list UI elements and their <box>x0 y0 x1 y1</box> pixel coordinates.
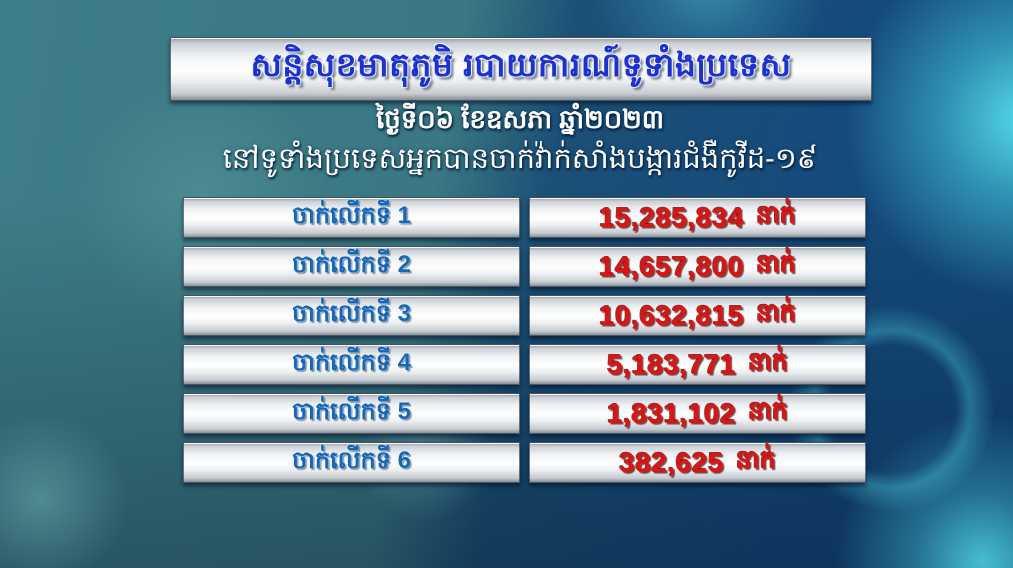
vaccination-table: ចាក់លើកទី 1 15,285,834 នាក់ ចាក់លើកទី 2 … <box>183 197 866 491</box>
table-row: ចាក់លើកទី 4 5,183,771 នាក់ <box>183 344 866 385</box>
dose-value-cell: 5,183,771 នាក់ <box>529 344 866 385</box>
dose-value-cell: 10,632,815 នាក់ <box>529 295 866 336</box>
dose-unit: នាក់ <box>756 249 796 278</box>
dose-value: 5,183,771 <box>607 348 737 380</box>
dose-unit: នាក់ <box>748 396 788 425</box>
dose-value-cell: 382,625 នាក់ <box>529 442 866 483</box>
dose-value-cell: 1,831,102 នាក់ <box>529 393 866 434</box>
dose-label-cell: ចាក់លើកទី 3 <box>183 295 520 336</box>
dose-label-cell: ចាក់លើកទី 1 <box>183 197 520 238</box>
dose-unit: នាក់ <box>756 200 796 229</box>
dose-unit: នាក់ <box>748 347 788 376</box>
table-row: ចាក់លើកទី 3 10,632,815 នាក់ <box>183 295 866 336</box>
dose-unit: នាក់ <box>756 298 796 327</box>
dose-value-cell: 15,285,834 នាក់ <box>529 197 866 238</box>
date-line: ថ្ងៃទី០៦ ខែឧសភា ឆ្នាំ២០២៣ <box>375 104 665 134</box>
dose-value: 14,657,800 <box>599 250 745 282</box>
dose-value: 10,632,815 <box>599 299 745 331</box>
dose-label-cell: ចាក់លើកទី 6 <box>183 442 520 483</box>
table-row: ចាក់លើកទី 5 1,831,102 នាក់ <box>183 393 866 434</box>
dose-label: ចាក់លើកទី 2 <box>291 251 412 278</box>
page-title: សន្តិសុខមាតុភូមិ របាយការណ៍ទូទាំងប្រទេស <box>250 46 792 83</box>
table-row: ចាក់លើកទី 1 15,285,834 នាក់ <box>183 197 866 238</box>
table-row: ចាក់លើកទី 6 382,625 នាក់ <box>183 442 866 483</box>
dose-value: 1,831,102 <box>607 397 737 429</box>
dose-label: ចាក់លើកទី 1 <box>291 202 412 229</box>
dose-unit: នាក់ <box>736 445 776 474</box>
dose-label-cell: ចាក់លើកទី 2 <box>183 246 520 287</box>
dose-label-cell: ចាក់លើកទី 4 <box>183 344 520 385</box>
dose-value-cell: 14,657,800 នាក់ <box>529 246 866 287</box>
dose-label-cell: ចាក់លើកទី 5 <box>183 393 520 434</box>
dose-value: 382,625 <box>619 446 725 478</box>
subtitle: នៅទូទាំងប្រទេសអ្នកបានចាក់វ៉ាក់សាំងបង្ការ… <box>222 143 818 175</box>
title-banner: សន្តិសុខមាតុភូមិ របាយការណ៍ទូទាំងប្រទេស <box>170 37 872 101</box>
table-row: ចាក់លើកទី 2 14,657,800 នាក់ <box>183 246 866 287</box>
dose-label: ចាក់លើកទី 6 <box>291 447 412 474</box>
dose-label: ចាក់លើកទី 4 <box>291 349 412 376</box>
dose-label: ចាក់លើកទី 5 <box>291 398 412 425</box>
dose-value: 15,285,834 <box>599 201 745 233</box>
dose-label: ចាក់លើកទី 3 <box>291 300 412 327</box>
